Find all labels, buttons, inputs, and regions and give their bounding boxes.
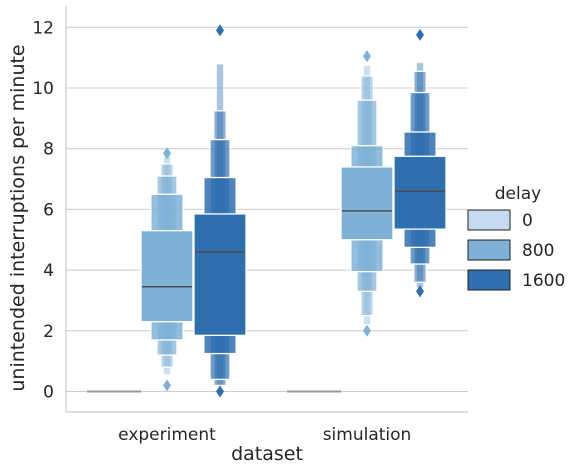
- outlier-marker: [216, 385, 224, 398]
- legend-swatch: [467, 209, 511, 231]
- legend: delay 0 800 1600: [467, 184, 565, 291]
- outlier-marker: [363, 50, 371, 63]
- y-tick-label: 2: [43, 322, 54, 342]
- y-tick-label: 0: [43, 383, 54, 403]
- outlier-marker: [416, 285, 424, 298]
- x-axis-label: dataset: [231, 443, 303, 465]
- y-tick-label: 4: [43, 261, 54, 281]
- x-tick-label: simulation: [323, 425, 412, 445]
- boxen-level-rect: [140, 229, 194, 323]
- y-tick-label: 6: [43, 200, 54, 220]
- outlier-marker: [163, 147, 171, 160]
- y-tick-label: 12: [32, 18, 54, 38]
- legend-swatch: [467, 269, 511, 291]
- gridlines: [66, 26, 468, 392]
- legend-title: delay: [495, 184, 541, 204]
- boxen-marks: [87, 24, 447, 398]
- outlier-marker: [216, 24, 224, 37]
- legend-label: 0: [522, 211, 533, 231]
- legend-swatch: [467, 239, 511, 261]
- outlier-marker: [363, 324, 371, 337]
- boxen-level-rect: [340, 166, 394, 241]
- outlier-marker: [416, 28, 424, 41]
- y-tick-label: 10: [32, 79, 54, 99]
- legend-label: 800: [522, 241, 554, 261]
- boxen-level-rect: [393, 155, 447, 230]
- y-tick-label: 8: [43, 140, 54, 160]
- boxen-level-rect: [193, 213, 247, 337]
- outlier-marker: [163, 379, 171, 392]
- y-axis-label: unintended interruptions per minute: [7, 44, 29, 391]
- legend-label: 1600: [522, 271, 565, 291]
- axes: 0 2 4 6 8 10 12 experiment simulation: [32, 6, 468, 445]
- x-tick-label: experiment: [118, 425, 216, 445]
